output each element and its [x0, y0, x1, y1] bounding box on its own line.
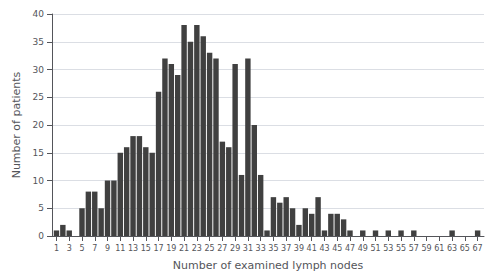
svg-text:25: 25: [205, 244, 215, 253]
svg-text:5: 5: [38, 203, 44, 213]
svg-text:29: 29: [230, 244, 240, 253]
svg-text:63: 63: [447, 244, 457, 253]
svg-text:9: 9: [105, 244, 110, 253]
svg-text:10: 10: [33, 176, 45, 186]
svg-text:37: 37: [281, 244, 291, 253]
svg-text:53: 53: [383, 244, 393, 253]
svg-text:35: 35: [268, 244, 278, 253]
svg-text:49: 49: [358, 244, 368, 253]
svg-text:15: 15: [141, 244, 151, 253]
svg-text:Number of patients: Number of patients: [10, 71, 23, 178]
svg-text:51: 51: [370, 244, 380, 253]
svg-text:23: 23: [192, 244, 202, 253]
svg-text:43: 43: [319, 244, 329, 253]
svg-text:33: 33: [256, 244, 266, 253]
svg-text:27: 27: [217, 244, 227, 253]
svg-text:1: 1: [54, 244, 59, 253]
svg-text:17: 17: [153, 244, 163, 253]
svg-text:47: 47: [345, 244, 355, 253]
svg-text:15: 15: [33, 148, 44, 158]
svg-text:41: 41: [307, 244, 317, 253]
svg-text:57: 57: [409, 244, 419, 253]
svg-text:61: 61: [434, 244, 444, 253]
svg-text:31: 31: [243, 244, 253, 253]
svg-text:21: 21: [179, 244, 189, 253]
svg-text:Number of examined lymph nodes: Number of examined lymph nodes: [173, 259, 364, 272]
svg-text:39: 39: [294, 244, 304, 253]
svg-text:40: 40: [33, 9, 45, 19]
svg-text:45: 45: [332, 244, 342, 253]
svg-text:19: 19: [166, 244, 176, 253]
svg-text:59: 59: [421, 244, 431, 253]
svg-text:30: 30: [33, 65, 45, 75]
svg-text:11: 11: [115, 244, 125, 253]
svg-text:13: 13: [128, 244, 138, 253]
svg-text:65: 65: [460, 244, 470, 253]
svg-text:7: 7: [92, 244, 97, 253]
svg-text:35: 35: [33, 37, 44, 47]
svg-text:20: 20: [33, 120, 45, 130]
svg-text:67: 67: [473, 244, 483, 253]
svg-text:55: 55: [396, 244, 406, 253]
svg-text:3: 3: [67, 244, 72, 253]
svg-text:5: 5: [79, 244, 84, 253]
svg-text:25: 25: [33, 92, 44, 102]
svg-text:0: 0: [38, 231, 44, 241]
